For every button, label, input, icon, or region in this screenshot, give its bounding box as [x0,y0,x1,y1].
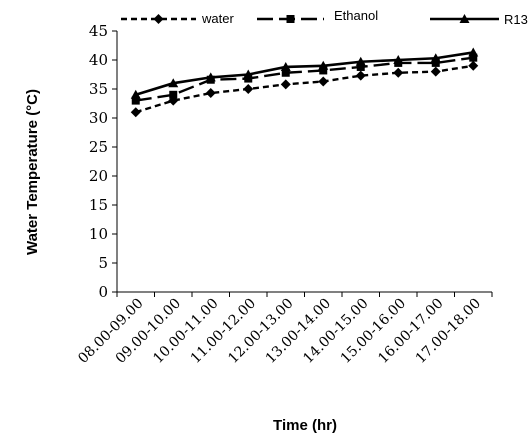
data-point [431,58,440,67]
data-point [130,89,141,99]
data-point [356,62,365,71]
y-axis-ticks: 0 5 10 15 20 25 30 35 40 45 [89,22,117,301]
series-ethanol [131,53,478,105]
series-line-ethanol [135,56,474,102]
legend-label: water [201,11,234,26]
y-tick-label: 20 [89,167,108,185]
legend-marker [286,15,295,23]
data-point [243,84,254,94]
legend-item-water: water [121,11,234,26]
series-group [130,47,479,118]
data-point [130,107,141,118]
legend-label: R134a [504,12,528,27]
data-point [319,66,328,75]
y-tick-label: 15 [89,196,108,214]
data-point [430,66,441,77]
y-tick-label: 40 [89,51,108,69]
data-point [393,55,404,64]
data-point [468,47,479,57]
data-point [355,70,366,81]
legend-marker [153,14,164,24]
y-axis-title: Water Temperature (°C) [24,89,41,255]
y-tick-label: 5 [98,254,108,272]
data-point [393,67,404,78]
y-tick-label: 30 [89,109,108,127]
data-point [205,88,216,99]
data-point [430,53,441,63]
series-line-water [135,64,474,114]
data-point [280,79,291,90]
y-tick-label: 35 [89,80,108,98]
y-tick-label: 10 [89,225,108,243]
legend: water Ethanol R134a [121,8,528,27]
y-tick-label: 45 [89,22,108,40]
legend-item-r134a: R134a [430,12,528,27]
series-water [130,60,479,118]
data-point [355,56,366,66]
x-axis-title: Time (hr) [273,417,337,434]
data-point [281,68,290,77]
data-point [205,72,216,82]
series-line-r134a [135,51,474,97]
legend-item-ethanol: Ethanol [257,8,378,23]
data-point [468,60,479,71]
data-point [131,96,140,105]
data-point [243,69,254,79]
legend-label: Ethanol [334,8,378,23]
data-point [169,90,178,99]
data-point [244,74,253,83]
legend-marker [459,14,470,23]
data-point [469,53,478,62]
plot-area: 0 5 10 15 20 25 30 35 40 45 08.00-09.0009.00-10.0… [75,22,493,367]
y-tick-label: 0 [98,283,108,301]
data-point [280,61,291,71]
x-axis-ticks: 08.00-09.0009.00-10.0010.00-11.0011.00-1… [75,292,493,367]
data-point [168,78,179,88]
data-point [318,76,329,87]
series-r134a [130,47,479,99]
data-point [318,60,329,70]
y-tick-label: 25 [89,138,108,156]
